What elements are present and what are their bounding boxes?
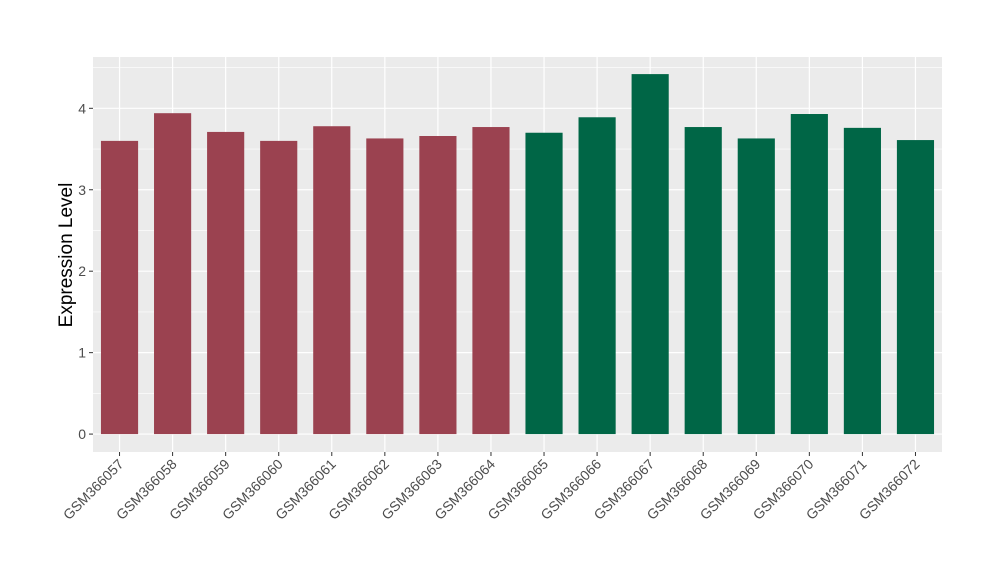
bar-GSM366058	[154, 113, 192, 435]
bar-GSM366069	[737, 138, 775, 435]
bar-GSM366066	[578, 117, 616, 435]
y-tick-label: 4	[78, 100, 86, 116]
bar-GSM366070	[790, 114, 828, 435]
bar-GSM366063	[419, 136, 457, 435]
y-axis-label: Expression Level	[56, 183, 77, 328]
bar-GSM366067	[631, 74, 669, 435]
bar-GSM366064	[472, 127, 510, 435]
bar-GSM366061	[313, 126, 351, 435]
bar-GSM366062	[366, 138, 404, 435]
y-tick-label: 2	[78, 263, 86, 279]
bar-GSM366068	[684, 127, 722, 435]
y-tick-label: 0	[78, 426, 86, 442]
bar-GSM366060	[260, 140, 298, 435]
bar-GSM366072	[896, 140, 935, 435]
bar-GSM366059	[207, 131, 245, 435]
bar-GSM366071	[843, 127, 881, 435]
y-tick-label: 1	[78, 345, 86, 361]
bar-GSM366065	[525, 132, 563, 435]
bar-GSM366057	[100, 140, 139, 435]
y-tick-label: 3	[78, 182, 86, 198]
